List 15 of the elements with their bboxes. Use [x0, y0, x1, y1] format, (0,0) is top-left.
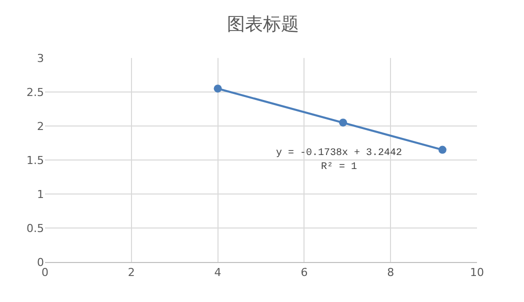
- x-tick-label: 10: [470, 266, 484, 280]
- y-tick-label: 0: [37, 256, 44, 269]
- annotation: R² = 1: [321, 162, 358, 173]
- x-tick-label: 6: [300, 266, 308, 280]
- y-tick-label: 0.5: [26, 222, 44, 235]
- y-tick-label: 3: [37, 52, 44, 65]
- chart-title: 图表标题: [227, 14, 299, 35]
- x-tick-label: 4: [214, 266, 222, 280]
- x-tick-label: 8: [387, 266, 394, 280]
- x-tick-label: 2: [128, 266, 135, 280]
- y-tick-label: 1.5: [26, 154, 44, 167]
- y-tick-label: 2.5: [26, 86, 44, 99]
- y-tick-label: 1: [37, 188, 44, 201]
- annotation: y = -0.1738x + 3.2442: [276, 148, 402, 159]
- y-tick-label: 2: [37, 120, 44, 133]
